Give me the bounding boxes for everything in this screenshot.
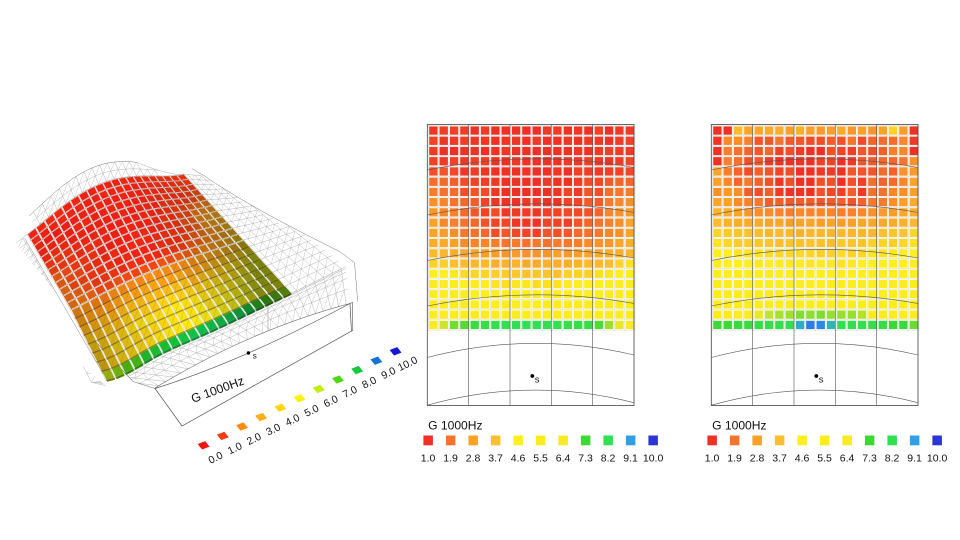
- svg-text:2.0: 2.0: [245, 431, 264, 448]
- svg-text:7.3: 7.3: [862, 453, 877, 465]
- svg-text:5.5: 5.5: [817, 453, 832, 465]
- svg-text:1.9: 1.9: [443, 453, 458, 465]
- svg-text:1.0: 1.0: [226, 440, 245, 457]
- svg-text:10.0: 10.0: [396, 354, 420, 374]
- svg-text:8.2: 8.2: [885, 453, 900, 465]
- svg-text:7.0: 7.0: [341, 384, 360, 401]
- svg-text:4.6: 4.6: [511, 453, 526, 465]
- svg-text:5.0: 5.0: [303, 402, 322, 419]
- svg-text:s: s: [253, 352, 257, 361]
- svg-text:1.0: 1.0: [705, 453, 720, 465]
- svg-text:1.0: 1.0: [421, 453, 436, 465]
- svg-text:s: s: [535, 375, 540, 386]
- svg-text:G 1000Hz: G 1000Hz: [428, 419, 482, 433]
- svg-text:4.6: 4.6: [795, 453, 810, 465]
- svg-text:G 1000Hz: G 1000Hz: [712, 419, 766, 433]
- svg-text:2.8: 2.8: [466, 453, 481, 465]
- svg-text:s: s: [819, 375, 824, 386]
- svg-text:8.2: 8.2: [601, 453, 616, 465]
- svg-text:3.7: 3.7: [772, 453, 787, 465]
- svg-text:7.3: 7.3: [578, 453, 593, 465]
- svg-text:2.8: 2.8: [750, 453, 765, 465]
- svg-text:9.1: 9.1: [623, 453, 638, 465]
- svg-text:9.1: 9.1: [907, 453, 922, 465]
- svg-text:10.0: 10.0: [927, 453, 948, 465]
- svg-text:9.0: 9.0: [379, 365, 398, 382]
- svg-text:1.9: 1.9: [727, 453, 742, 465]
- svg-text:3.0: 3.0: [264, 421, 283, 438]
- svg-text:3.7: 3.7: [488, 453, 503, 465]
- svg-text:0.0: 0.0: [207, 449, 226, 466]
- svg-text:4.0: 4.0: [283, 412, 302, 429]
- svg-text:6.4: 6.4: [840, 453, 855, 465]
- svg-text:10.0: 10.0: [643, 453, 664, 465]
- svg-text:8.0: 8.0: [360, 374, 379, 391]
- svg-text:6.0: 6.0: [322, 393, 341, 410]
- svg-text:6.4: 6.4: [556, 453, 571, 465]
- svg-text:5.5: 5.5: [533, 453, 548, 465]
